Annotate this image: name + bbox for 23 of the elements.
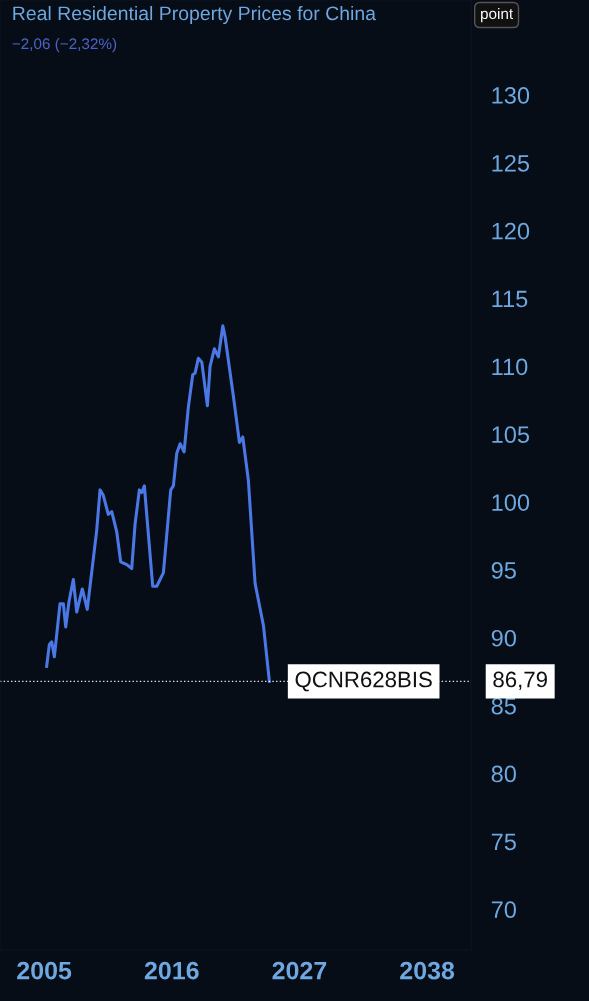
y-tick-label: 90 [491, 629, 516, 647]
y-tick-label: 130 [492, 87, 530, 104]
y-tick-label: 125 [492, 154, 530, 172]
y-tick-label: 85 [491, 697, 516, 715]
ref-line-label: QCNR628BIS [295, 671, 432, 692]
y-tick-label: 70 [491, 901, 516, 919]
chart-title: Real Residential Property Prices for China [13, 5, 376, 25]
y-tick-label: 95 [491, 562, 516, 579]
text: point [481, 7, 514, 23]
y-tick-label: 115 [492, 290, 528, 308]
x-tick-label: 2005 [17, 961, 72, 980]
text: −2,06 (−2,32%) [12, 37, 117, 53]
y-tick-label: 75 [491, 833, 516, 851]
text: 86,79 [493, 671, 547, 690]
y-tick-label: 120 [492, 222, 530, 240]
y-tick-label: 80 [491, 765, 516, 783]
x-tick-label: 2016 [144, 961, 199, 980]
y-tick-label: 100 [492, 494, 530, 511]
y-tick-label: 105 [492, 426, 530, 444]
line-series [45, 324, 271, 683]
y-tick-label: 110 [492, 358, 528, 376]
x-tick-label: 2027 [272, 961, 327, 980]
x-tick-label: 2038 [400, 961, 455, 980]
